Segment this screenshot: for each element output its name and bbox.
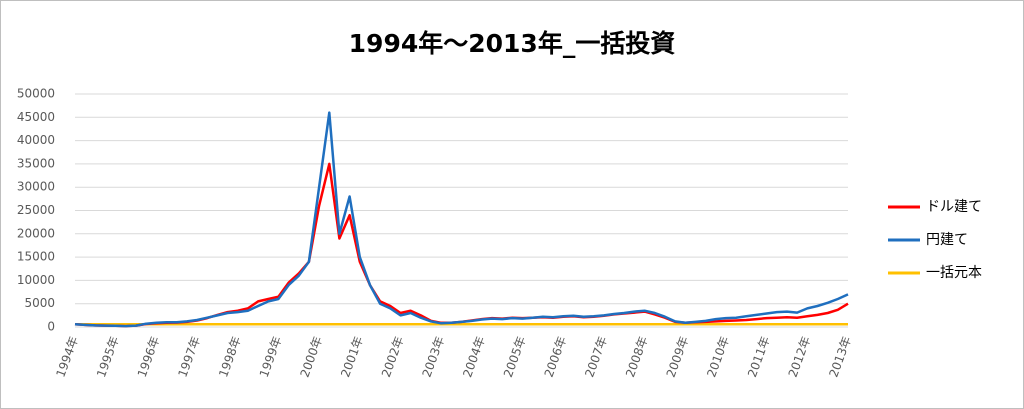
y-tick-label: 40000 <box>17 133 55 147</box>
y-tick-label: 5000 <box>24 296 55 310</box>
chart-title: 1994年～2013年_一括投資 <box>349 29 676 58</box>
legend-label: 円建て <box>926 232 968 248</box>
y-tick-label: 30000 <box>17 180 55 194</box>
y-tick-label: 10000 <box>17 273 55 287</box>
series-line <box>74 111 849 328</box>
legend-label: 一括元本 <box>926 265 982 281</box>
y-tick-label: 15000 <box>17 250 55 264</box>
y-tick-label: 45000 <box>17 110 55 124</box>
y-tick-label: 20000 <box>17 226 55 240</box>
y-tick-label: 25000 <box>17 203 55 217</box>
y-tick-label: 0 <box>47 320 55 334</box>
legend-label: ドル建て <box>926 199 982 215</box>
y-tick-label: 50000 <box>17 87 55 101</box>
y-tick-label: 35000 <box>17 156 55 170</box>
